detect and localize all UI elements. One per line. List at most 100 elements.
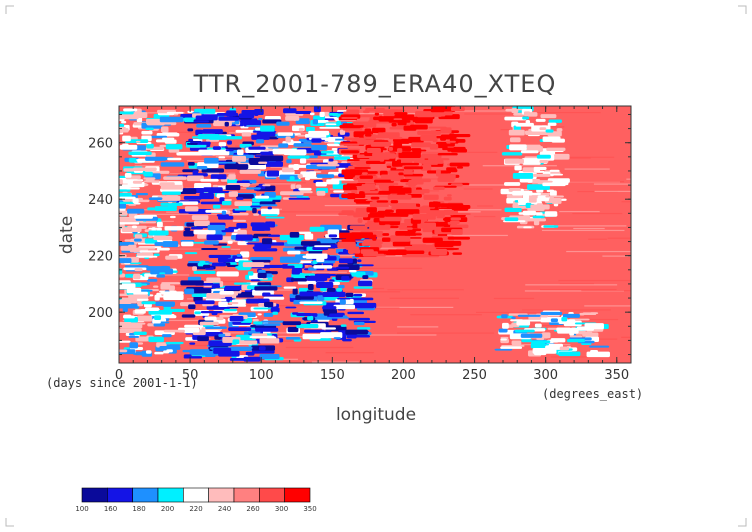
- heatmap-cell: [254, 286, 278, 291]
- heatmap-cell: [236, 253, 242, 257]
- heatmap-cell: [251, 349, 275, 354]
- heatmap-cell: [183, 356, 203, 359]
- heatmap-cell: [243, 356, 261, 362]
- heatmap-cell: [540, 114, 557, 119]
- heatmap-cell: [260, 145, 279, 148]
- heatmap-cell: [154, 206, 177, 212]
- heatmap-cell: [494, 348, 513, 351]
- heatmap-cell: [383, 252, 401, 255]
- heatmap-cell: [263, 161, 283, 167]
- heatmap-cell: [443, 196, 452, 201]
- heatmap-cell: [405, 182, 418, 186]
- heatmap-cell: [334, 156, 351, 160]
- heatmap-cell: [134, 298, 149, 301]
- heatmap-cell: [134, 268, 143, 272]
- heatmap-cell: [204, 240, 219, 245]
- heatmap-cell: [345, 329, 368, 335]
- heatmap-cell: [156, 221, 163, 228]
- heatmap-cell: [356, 302, 375, 309]
- heatmap-cell: [238, 340, 258, 345]
- heatmap-cell: [218, 333, 226, 338]
- heatmap-cell: [353, 293, 363, 297]
- heatmap-cell: [299, 301, 323, 305]
- heatmap-cell: [176, 151, 201, 156]
- heatmap-cell: [159, 272, 166, 275]
- heatmap-cell: [317, 295, 325, 301]
- heatmap-cell: [237, 229, 247, 236]
- heatmap-cell: [228, 132, 325, 134]
- heatmap-cell: [253, 213, 259, 216]
- heatmap-cell: [340, 150, 360, 154]
- heatmap-cell: [255, 327, 279, 332]
- heatmap-cell: [533, 219, 540, 226]
- heatmap-cell: [382, 233, 390, 236]
- heatmap-cell: [370, 196, 380, 200]
- heatmap-cell: [210, 174, 227, 180]
- heatmap-cell: [199, 321, 219, 326]
- heatmap-cell: [268, 221, 273, 226]
- heatmap-cell: [386, 165, 392, 169]
- heatmap-cell: [372, 127, 386, 134]
- heatmap-cell: [288, 197, 310, 200]
- heatmap-cell: [556, 327, 572, 332]
- y-axis: 200 220 240 260: [88, 113, 631, 356]
- heatmap-cell: [184, 252, 198, 255]
- heatmap-cell: [227, 178, 238, 185]
- heatmap-cell: [391, 122, 397, 127]
- heatmap-cell: [423, 154, 440, 158]
- colorbar-label: 220: [189, 505, 202, 513]
- heatmap-cell: [260, 155, 284, 162]
- heatmap-cell: [412, 213, 436, 220]
- heatmap-cell: [498, 328, 508, 333]
- heatmap-cell: [364, 133, 372, 137]
- heatmap-cell: [443, 209, 455, 216]
- heatmap-cell: [267, 206, 272, 210]
- heatmap-cell: [187, 128, 194, 132]
- heatmap-cell: [327, 229, 340, 235]
- y-tick-label: 260: [88, 137, 113, 152]
- heatmap-cell: [183, 195, 202, 200]
- x-tick-label: 300: [533, 368, 558, 383]
- heatmap-cell: [607, 237, 631, 239]
- heatmap-cell: [329, 244, 339, 249]
- heatmap-cell: [194, 311, 201, 315]
- heatmap-cell: [531, 178, 541, 184]
- heatmap-cell: [347, 193, 356, 200]
- heatmap-cell: [212, 146, 221, 150]
- heatmap-cell: [232, 339, 240, 345]
- heatmap-cell: [342, 127, 363, 131]
- heatmap-cell: [362, 251, 379, 257]
- heatmap-cell: [417, 222, 437, 229]
- heatmap-cell: [161, 191, 181, 195]
- heatmap-cell: [327, 256, 337, 261]
- heatmap-cell: [463, 188, 493, 190]
- heatmap-cell: [161, 132, 178, 136]
- heatmap-cell: [119, 218, 129, 222]
- heatmap-cell: [544, 211, 558, 217]
- heatmap-cell: [219, 314, 233, 318]
- heatmap-cell: [349, 225, 368, 230]
- heatmap-cell: [405, 222, 413, 227]
- heatmap-cell: [128, 335, 140, 338]
- heatmap-cell: [336, 120, 342, 126]
- heatmap-cell: [207, 224, 226, 231]
- heatmap-cell: [449, 213, 471, 216]
- heatmap-cell: [336, 266, 350, 269]
- heatmap-cell: [235, 334, 257, 341]
- heatmap-cell: [181, 314, 196, 318]
- heatmap-cell: [218, 301, 228, 307]
- heatmap-cell: [119, 115, 131, 119]
- heatmap-cell: [141, 130, 153, 135]
- heatmap-cell: [311, 271, 347, 273]
- heatmap-cell: [450, 106, 465, 112]
- heatmap-cell: [225, 149, 234, 152]
- heatmap-cell: [302, 334, 313, 337]
- heatmap-cell: [119, 258, 132, 264]
- heatmap-cell: [338, 212, 358, 216]
- heatmap-cell: [353, 121, 374, 126]
- heatmap-cell: [525, 284, 618, 286]
- heatmap-cell: [259, 354, 280, 360]
- heatmap-cell: [532, 347, 557, 354]
- heatmap-cell: [277, 132, 294, 136]
- heatmap-cell: [232, 219, 247, 222]
